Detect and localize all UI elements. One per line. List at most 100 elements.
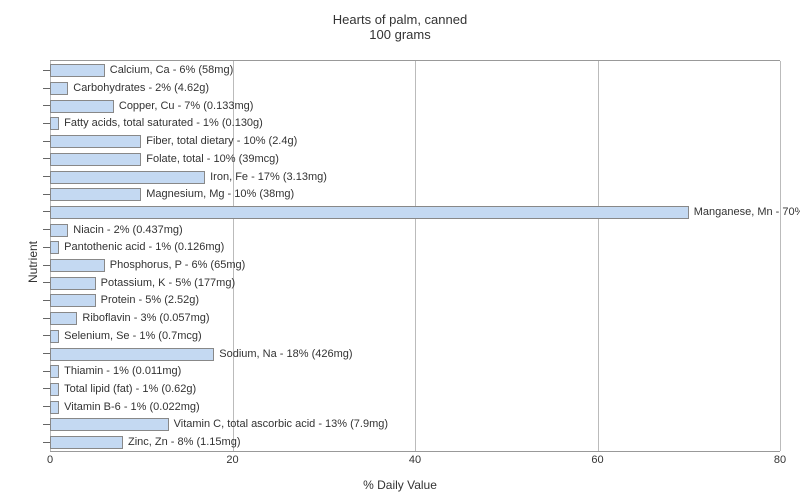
- bar-label: Magnesium, Mg - 10% (38mg): [141, 188, 294, 201]
- bar-row: Iron, Fe - 17% (3.13mg): [50, 171, 780, 184]
- y-tick: [43, 265, 50, 266]
- y-tick: [43, 282, 50, 283]
- title-line2: 100 grams: [369, 27, 430, 42]
- bar-row: Folate, total - 10% (39mcg): [50, 153, 780, 166]
- bar: [50, 436, 123, 449]
- bar: [50, 171, 205, 184]
- chart-container: Hearts of palm, canned 100 grams Nutrien…: [0, 0, 800, 500]
- bar-label: Carbohydrates - 2% (4.62g): [68, 82, 209, 95]
- bar-label: Fatty acids, total saturated - 1% (0.130…: [59, 117, 263, 130]
- bar-row: Zinc, Zn - 8% (1.15mg): [50, 436, 780, 449]
- bar-label: Pantothenic acid - 1% (0.126mg): [59, 241, 224, 254]
- x-tick-label: 80: [774, 454, 786, 466]
- bar-label: Potassium, K - 5% (177mg): [96, 277, 236, 290]
- y-tick: [43, 247, 50, 248]
- bar: [50, 348, 214, 361]
- bar: [50, 135, 141, 148]
- bar-row: Selenium, Se - 1% (0.7mcg): [50, 330, 780, 343]
- bar: [50, 82, 68, 95]
- bar-row: Fiber, total dietary - 10% (2.4g): [50, 135, 780, 148]
- bar: [50, 206, 689, 219]
- y-tick: [43, 300, 50, 301]
- bar: [50, 100, 114, 113]
- y-tick: [43, 424, 50, 425]
- bar: [50, 418, 169, 431]
- bar-row: Protein - 5% (2.52g): [50, 294, 780, 307]
- x-axis-label: % Daily Value: [0, 478, 800, 492]
- y-tick: [43, 229, 50, 230]
- bar-row: Calcium, Ca - 6% (58mg): [50, 64, 780, 77]
- bar: [50, 312, 77, 325]
- x-tick-label: 60: [591, 454, 603, 466]
- bar-label: Vitamin C, total ascorbic acid - 13% (7.…: [169, 418, 388, 431]
- chart-title: Hearts of palm, canned 100 grams: [0, 12, 800, 42]
- x-tick-label: 0: [47, 454, 53, 466]
- bar-label: Vitamin B-6 - 1% (0.022mg): [59, 401, 200, 414]
- plot-area: Calcium, Ca - 6% (58mg) Carbohydrates - 2…: [50, 60, 780, 452]
- bar: [50, 241, 59, 254]
- bar-label: Total lipid (fat) - 1% (0.62g): [59, 383, 196, 396]
- x-tick-label: 40: [409, 454, 421, 466]
- y-tick: [43, 105, 50, 106]
- bar-label: Niacin - 2% (0.437mg): [68, 224, 182, 237]
- bar-row: Phosphorus, P - 6% (65mg): [50, 259, 780, 272]
- bar-label: Manganese, Mn - 70% (1.394mg): [689, 206, 800, 219]
- bar-label: Thiamin - 1% (0.011mg): [59, 365, 181, 378]
- bar: [50, 117, 59, 130]
- bar: [50, 277, 96, 290]
- title-line1: Hearts of palm, canned: [333, 12, 467, 27]
- bar: [50, 365, 59, 378]
- y-tick: [43, 70, 50, 71]
- bar-row: Fatty acids, total saturated - 1% (0.130…: [50, 117, 780, 130]
- bar-label: Copper, Cu - 7% (0.133mg): [114, 100, 254, 113]
- y-tick: [43, 335, 50, 336]
- y-axis-label: Nutrient: [26, 241, 40, 283]
- bar: [50, 401, 59, 414]
- bar-label: Folate, total - 10% (39mcg): [141, 153, 279, 166]
- bar: [50, 383, 59, 396]
- bar: [50, 294, 96, 307]
- y-tick: [43, 442, 50, 443]
- y-tick: [43, 194, 50, 195]
- y-tick: [43, 406, 50, 407]
- bar-row: Copper, Cu - 7% (0.133mg): [50, 100, 780, 113]
- bar-row: Niacin - 2% (0.437mg): [50, 224, 780, 237]
- bar-label: Zinc, Zn - 8% (1.15mg): [123, 436, 240, 449]
- x-tick-label: 20: [226, 454, 238, 466]
- bar: [50, 153, 141, 166]
- gridline: [780, 61, 781, 451]
- bar-row: Vitamin C, total ascorbic acid - 13% (7.…: [50, 418, 780, 431]
- bar-row: Carbohydrates - 2% (4.62g): [50, 82, 780, 95]
- bar-row: Sodium, Na - 18% (426mg): [50, 348, 780, 361]
- bar: [50, 330, 59, 343]
- bar: [50, 188, 141, 201]
- bar-row: Total lipid (fat) - 1% (0.62g): [50, 383, 780, 396]
- bar-label: Selenium, Se - 1% (0.7mcg): [59, 330, 202, 343]
- bar-row: Vitamin B-6 - 1% (0.022mg): [50, 401, 780, 414]
- bar-label: Riboflavin - 3% (0.057mg): [77, 312, 209, 325]
- bar-row: Magnesium, Mg - 10% (38mg): [50, 188, 780, 201]
- bar-label: Protein - 5% (2.52g): [96, 294, 199, 307]
- bar-row: Pantothenic acid - 1% (0.126mg): [50, 241, 780, 254]
- bar-row: Riboflavin - 3% (0.057mg): [50, 312, 780, 325]
- y-tick: [43, 123, 50, 124]
- bar-row: Potassium, K - 5% (177mg): [50, 277, 780, 290]
- bar: [50, 259, 105, 272]
- bar-label: Sodium, Na - 18% (426mg): [214, 348, 352, 361]
- y-tick: [43, 371, 50, 372]
- y-tick: [43, 388, 50, 389]
- y-tick: [43, 176, 50, 177]
- y-tick: [43, 141, 50, 142]
- y-tick: [43, 318, 50, 319]
- y-tick: [43, 211, 50, 212]
- y-tick: [43, 353, 50, 354]
- bar: [50, 64, 105, 77]
- bar-row: Thiamin - 1% (0.011mg): [50, 365, 780, 378]
- bar-label: Fiber, total dietary - 10% (2.4g): [141, 135, 297, 148]
- bar-label: Calcium, Ca - 6% (58mg): [105, 64, 233, 77]
- y-tick: [43, 88, 50, 89]
- bar-row: Manganese, Mn - 70% (1.394mg): [50, 206, 780, 219]
- bar: [50, 224, 68, 237]
- y-tick: [43, 158, 50, 159]
- bar-label: Phosphorus, P - 6% (65mg): [105, 259, 246, 272]
